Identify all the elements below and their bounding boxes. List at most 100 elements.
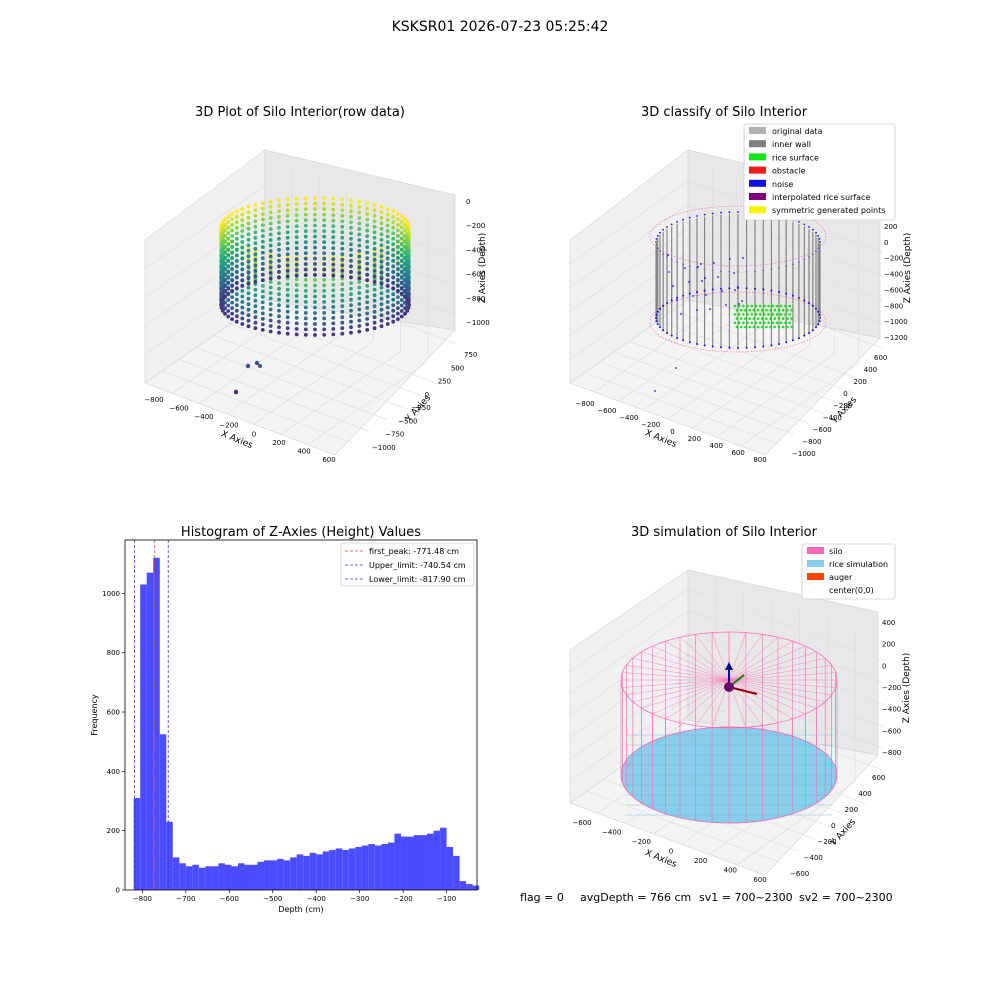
- legend-label: noise: [772, 180, 793, 189]
- raw-point: [391, 269, 396, 274]
- noise-point: [817, 310, 820, 313]
- raw-point: [349, 258, 353, 263]
- histogram-bar: [316, 854, 323, 890]
- raw-point: [331, 229, 336, 234]
- tick-label: −800: [884, 302, 903, 310]
- raw-point: [223, 222, 227, 227]
- raw-point: [223, 288, 227, 293]
- histogram-bar: [237, 863, 245, 890]
- raw-point: [357, 280, 362, 284]
- raw-point: [294, 246, 299, 251]
- raw-point: [403, 283, 407, 288]
- raw-point: [240, 251, 245, 255]
- noise-point: [754, 287, 756, 290]
- raw-point: [246, 254, 251, 259]
- raw-point: [349, 236, 353, 241]
- gridline: [171, 310, 293, 394]
- rice-surface-point: [760, 317, 764, 320]
- raw-point: [230, 234, 235, 238]
- legend-frame: [743, 123, 896, 221]
- raw-point: [365, 306, 370, 310]
- raw-point: [313, 273, 317, 277]
- raw-point: [406, 289, 411, 293]
- raw-point: [399, 303, 404, 308]
- raw-point: [357, 302, 362, 306]
- rice-surface-point: [786, 317, 789, 320]
- gridline: [199, 320, 320, 404]
- raw-point: [372, 208, 377, 213]
- raw-point: [340, 293, 345, 298]
- raw-point: [303, 327, 308, 332]
- raw-point: [223, 311, 227, 316]
- raw-point: [285, 315, 290, 320]
- raw-point: [372, 263, 377, 268]
- tick-label: −700: [176, 895, 195, 903]
- raw-point: [331, 294, 336, 298]
- raw-point: [260, 250, 265, 255]
- raw-point: [294, 196, 299, 201]
- raw-point: [230, 245, 235, 249]
- noise-point: [720, 346, 722, 349]
- histogram-bar: [374, 845, 382, 890]
- rice-surface-point: [758, 304, 762, 308]
- raw-point: [253, 241, 258, 246]
- raw-point: [246, 221, 251, 226]
- tick-label: −400: [882, 706, 901, 714]
- histogram-bar: [453, 855, 460, 890]
- raw-point: [340, 246, 345, 251]
- rice-surface-point: [775, 304, 779, 308]
- raw-point: [391, 314, 396, 319]
- gridline: [179, 359, 370, 432]
- raw-point: [406, 223, 411, 228]
- histogram-bar: [192, 864, 199, 890]
- raw-point: [277, 286, 281, 291]
- raw-point: [399, 247, 404, 252]
- silo-wire: [728, 665, 832, 681]
- gridline: [569, 588, 689, 673]
- raw-point: [277, 258, 281, 263]
- legend-label: first_peak: -771.48 cm: [369, 547, 459, 556]
- noise-point: [808, 302, 810, 304]
- raw-point: [399, 291, 404, 296]
- raw-point: [391, 220, 396, 225]
- rice-surface-point: [777, 325, 781, 329]
- raw-point: [246, 318, 251, 323]
- tick-label: −600: [572, 819, 591, 827]
- histogram-bar: [361, 845, 369, 890]
- noise-point: [688, 216, 691, 219]
- raw-point: [220, 297, 225, 301]
- raw-point: [294, 218, 299, 223]
- raw-point: [372, 315, 377, 320]
- histogram-bar: [387, 842, 395, 890]
- noise-point: [729, 258, 731, 260]
- raw-point: [365, 223, 370, 228]
- raw-point: [357, 276, 362, 281]
- raw-point: [365, 228, 370, 233]
- footer-sv2: sv2 = 700~2300: [799, 891, 893, 904]
- raw-point: [399, 269, 404, 274]
- legend-label: auger: [829, 573, 853, 582]
- z-axis-label: Z Axies (Depth): [478, 233, 488, 304]
- raw-point: [234, 292, 239, 297]
- silo-wire: [679, 679, 730, 723]
- tick-label: −200: [219, 422, 238, 430]
- panel-simulation-title: 3D simulation of Silo Interior: [631, 525, 818, 540]
- raw-point: [357, 210, 362, 215]
- raw-point: [340, 331, 345, 336]
- noise-point: [738, 303, 740, 305]
- raw-point: [331, 196, 336, 201]
- tick-label: −400: [804, 854, 823, 862]
- raw-point: [396, 300, 400, 305]
- raw-point: [322, 256, 327, 261]
- raw-point: [277, 209, 281, 214]
- raw-point: [396, 306, 400, 310]
- raw-point: [385, 212, 390, 217]
- raw-point: [313, 196, 317, 200]
- raw-point: [349, 292, 353, 297]
- raw-point: [234, 209, 239, 214]
- raw-point: [234, 297, 239, 302]
- raw-point: [253, 208, 258, 213]
- raw-point: [246, 204, 251, 209]
- raw-point: [294, 268, 299, 272]
- raw-point: [379, 285, 384, 290]
